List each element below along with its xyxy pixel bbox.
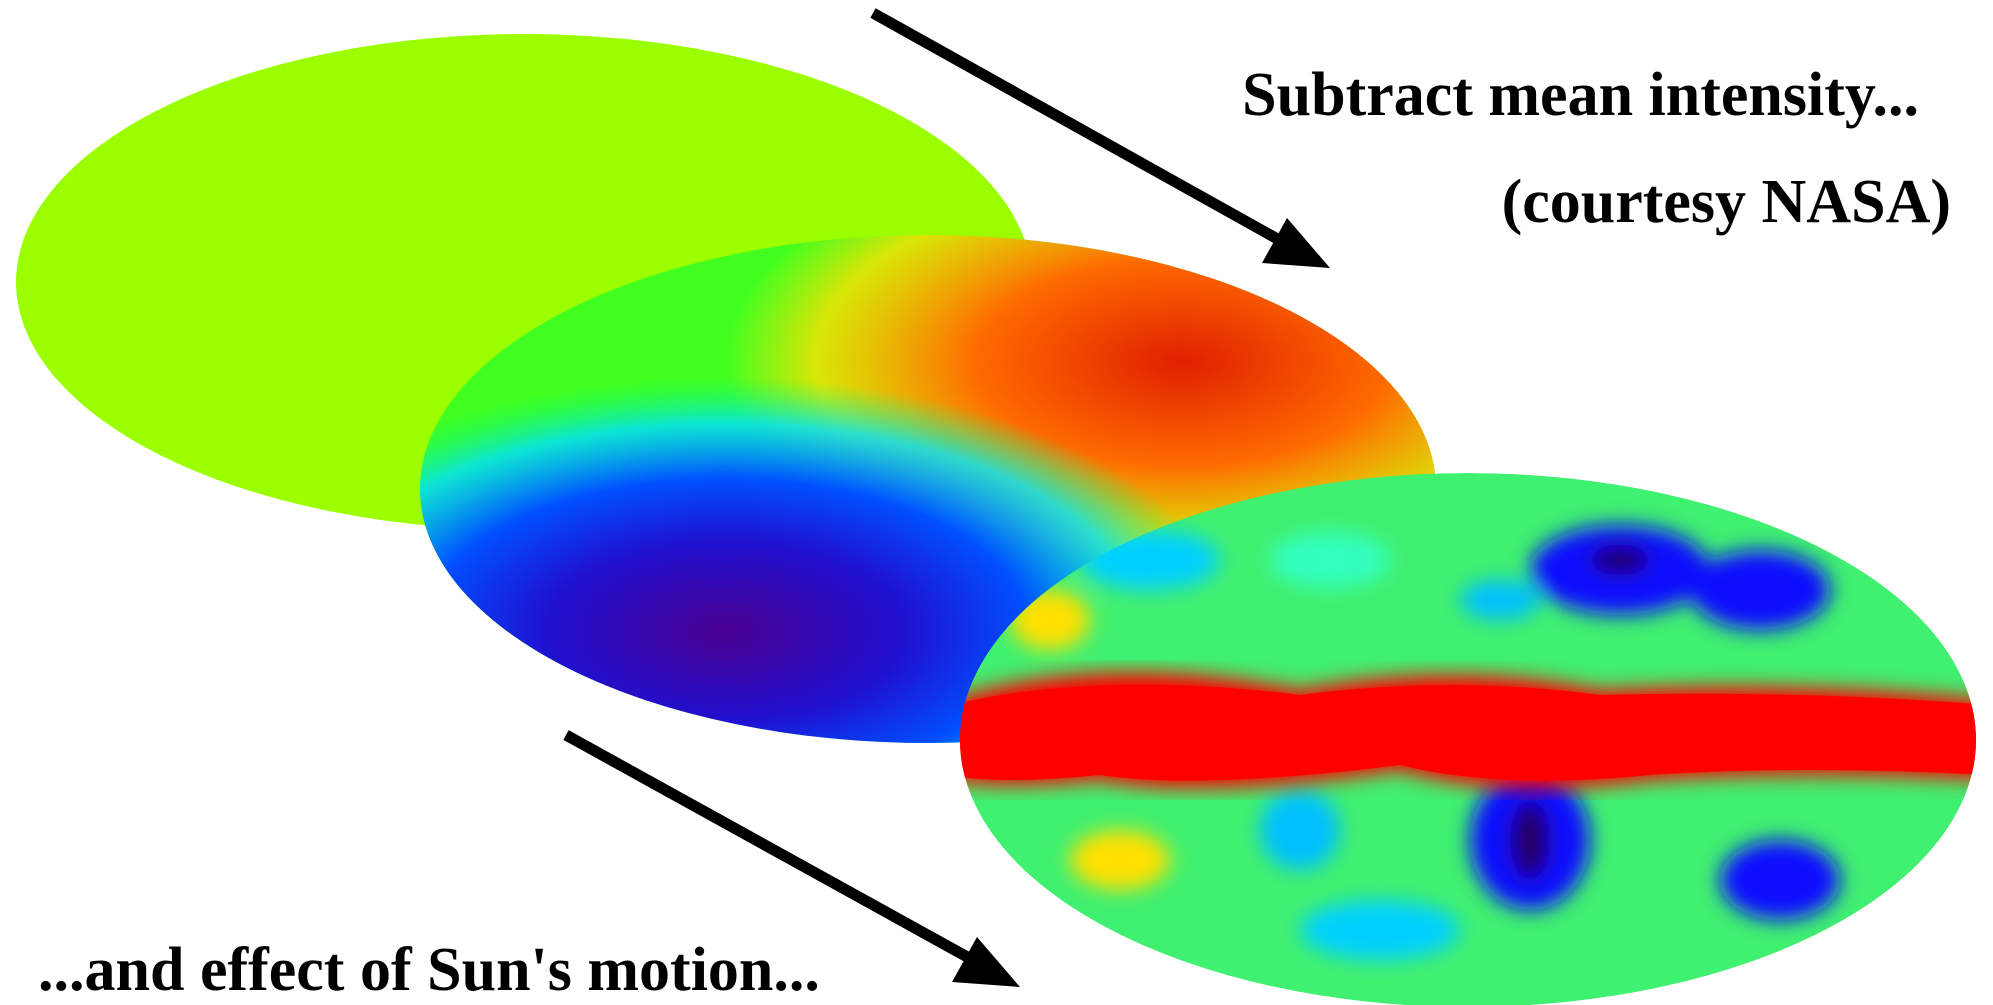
diagram: Subtract mean intensity... (courtesy NAS… (0, 0, 1993, 1005)
annotation: Subtract mean intensity... (1242, 61, 1919, 129)
annotation: ...and effect of Sun's motion... (38, 936, 820, 1004)
annotation: (courtesy NASA) (1502, 168, 1951, 236)
fluctuation-map (950, 473, 1990, 1005)
